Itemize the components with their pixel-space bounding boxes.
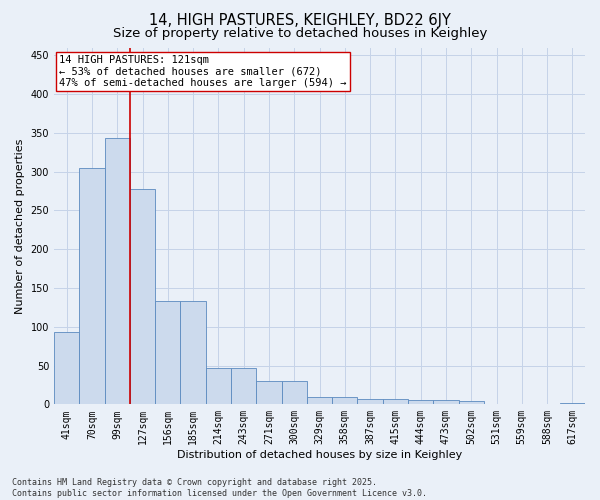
Bar bbox=[383, 399, 408, 404]
Bar bbox=[104, 138, 130, 404]
Y-axis label: Number of detached properties: Number of detached properties bbox=[15, 138, 25, 314]
Bar bbox=[560, 403, 585, 404]
Bar bbox=[433, 400, 458, 404]
Bar bbox=[130, 188, 155, 404]
Bar bbox=[231, 368, 256, 405]
Bar bbox=[181, 301, 206, 405]
Text: 14 HIGH PASTURES: 121sqm
← 53% of detached houses are smaller (672)
47% of semi-: 14 HIGH PASTURES: 121sqm ← 53% of detach… bbox=[59, 54, 347, 88]
Text: Size of property relative to detached houses in Keighley: Size of property relative to detached ho… bbox=[113, 28, 487, 40]
Bar bbox=[332, 398, 358, 404]
Bar bbox=[307, 398, 332, 404]
Bar bbox=[458, 401, 484, 404]
Text: Contains HM Land Registry data © Crown copyright and database right 2025.
Contai: Contains HM Land Registry data © Crown c… bbox=[12, 478, 427, 498]
Bar bbox=[54, 332, 79, 404]
X-axis label: Distribution of detached houses by size in Keighley: Distribution of detached houses by size … bbox=[177, 450, 462, 460]
Bar bbox=[408, 400, 433, 404]
Bar bbox=[155, 301, 181, 405]
Text: 14, HIGH PASTURES, KEIGHLEY, BD22 6JY: 14, HIGH PASTURES, KEIGHLEY, BD22 6JY bbox=[149, 12, 451, 28]
Bar bbox=[79, 168, 104, 404]
Bar bbox=[358, 399, 383, 404]
Bar bbox=[256, 381, 281, 404]
Bar bbox=[281, 381, 307, 404]
Bar bbox=[206, 368, 231, 405]
